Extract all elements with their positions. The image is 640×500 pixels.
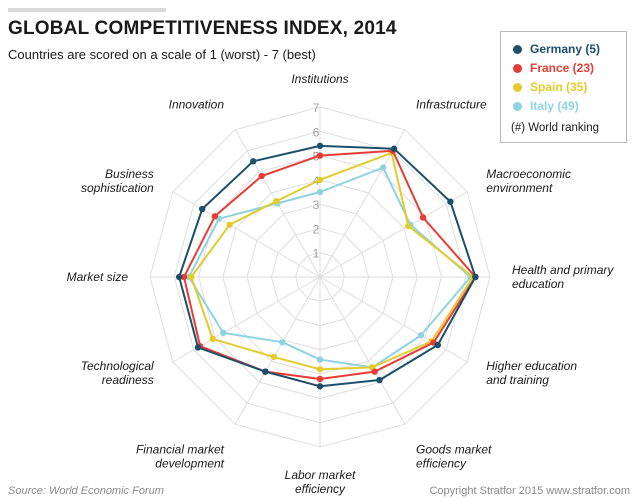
legend-label-spain: Spain (35) <box>530 80 588 94</box>
category-label-11: Business sophistication <box>81 167 154 195</box>
category-label-10: Market size <box>67 270 129 284</box>
category-label-9: Technological readiness <box>81 359 154 387</box>
legend: Germany (5) France (23) Spain (35) Italy… <box>500 31 627 143</box>
series-1-point-8 <box>262 368 269 375</box>
category-label-7: Labor market efficiency <box>285 468 356 496</box>
tick-label-6: 6 <box>313 125 320 139</box>
category-label-6: Goods market efficiency <box>416 442 492 470</box>
series-1-point-2 <box>390 145 398 152</box>
tick-label-1: 1 <box>313 247 320 261</box>
category-label-8: Financial market development <box>136 442 225 470</box>
series-2-point-7 <box>316 375 324 383</box>
tick-label-7: 7 <box>313 101 320 115</box>
tick-label-2: 2 <box>313 222 320 236</box>
source-note: Source: World Economic Forum <box>8 485 164 497</box>
grid-spoke-8 <box>234 276 321 425</box>
legend-marker-france <box>513 63 522 73</box>
series-1-point-5 <box>434 341 441 349</box>
radar-series <box>175 142 479 390</box>
legend-item-spain: Spain (35) <box>513 80 587 94</box>
series-3-point-10 <box>188 273 195 281</box>
legend-label-italy: Italy (49) <box>530 99 579 113</box>
category-label-12: Innovation <box>169 98 225 112</box>
series-1-point-12 <box>250 158 257 165</box>
series-2-point-12 <box>258 172 265 180</box>
legend-item-france: France (23) <box>513 61 594 75</box>
grid-spoke-5 <box>319 276 468 363</box>
series-4-point-7 <box>316 356 324 363</box>
legend-marker-italy <box>513 101 522 111</box>
category-label-3: Macroeconomic environment <box>486 167 571 195</box>
series-2-point-3 <box>419 214 427 221</box>
grid-spoke-6 <box>319 276 406 425</box>
series-3-point-9 <box>209 335 216 343</box>
legend-item-italy: Italy (49) <box>513 99 579 113</box>
page-subtitle: Countries are scored on a scale of 1 (wo… <box>8 47 316 62</box>
series-1-point-10 <box>175 273 183 281</box>
series-2-point-11 <box>211 213 219 220</box>
category-label-5: Higher education and training <box>486 359 577 387</box>
series-1-point-11 <box>199 205 206 213</box>
series-2-point-10 <box>180 273 188 281</box>
series-4-point-2 <box>379 164 387 171</box>
series-3-point-12 <box>273 198 280 205</box>
series-4-point-8 <box>279 338 286 346</box>
legend-marker-germany <box>513 44 522 54</box>
legend-label-germany: Germany (5) <box>530 42 601 56</box>
copyright-note: Copyright Stratfor 2015 www.stratfor.com <box>429 485 630 497</box>
page-title: GLOBAL COMPETITIVENESS INDEX, 2014 <box>8 18 397 39</box>
series-3-point-8 <box>270 353 278 361</box>
series-1-point-1 <box>316 142 324 150</box>
grid-spoke-11 <box>172 191 321 278</box>
tick-label-3: 3 <box>313 198 320 212</box>
category-label-2: Infrastructure <box>416 98 487 112</box>
series-4-point-5 <box>417 332 425 339</box>
series-1-point-6 <box>376 376 383 384</box>
series-line-3 <box>190 151 474 371</box>
radar-labels: Institutions Infrastructure Macroeconomic e… <box>67 72 615 496</box>
series-3-point-11 <box>226 221 233 228</box>
legend-note: (#) World ranking <box>511 122 599 134</box>
series-3-point-7 <box>316 366 324 373</box>
series-3-point-3 <box>405 222 412 230</box>
grid-spoke-3 <box>319 191 468 278</box>
series-4-point-1 <box>316 188 324 196</box>
series-1-point-4 <box>472 273 479 281</box>
series-2-point-6 <box>371 368 378 375</box>
series-3-point-1 <box>316 176 324 184</box>
legend-item-germany: Germany (5) <box>513 42 600 56</box>
series-line-4 <box>187 166 472 369</box>
legend-label-france: France (23) <box>530 61 595 75</box>
legend-marker-spain <box>513 82 522 92</box>
series-1-point-3 <box>447 198 454 205</box>
series-4-point-9 <box>220 329 227 337</box>
top-rule <box>8 8 166 12</box>
category-label-4: Health and primary education <box>512 263 614 291</box>
series-1-point-9 <box>194 344 202 351</box>
series-1 <box>175 142 479 390</box>
series-1-point-7 <box>316 383 324 390</box>
series-2-point-1 <box>316 152 324 159</box>
category-label-1: Institutions <box>291 72 348 86</box>
